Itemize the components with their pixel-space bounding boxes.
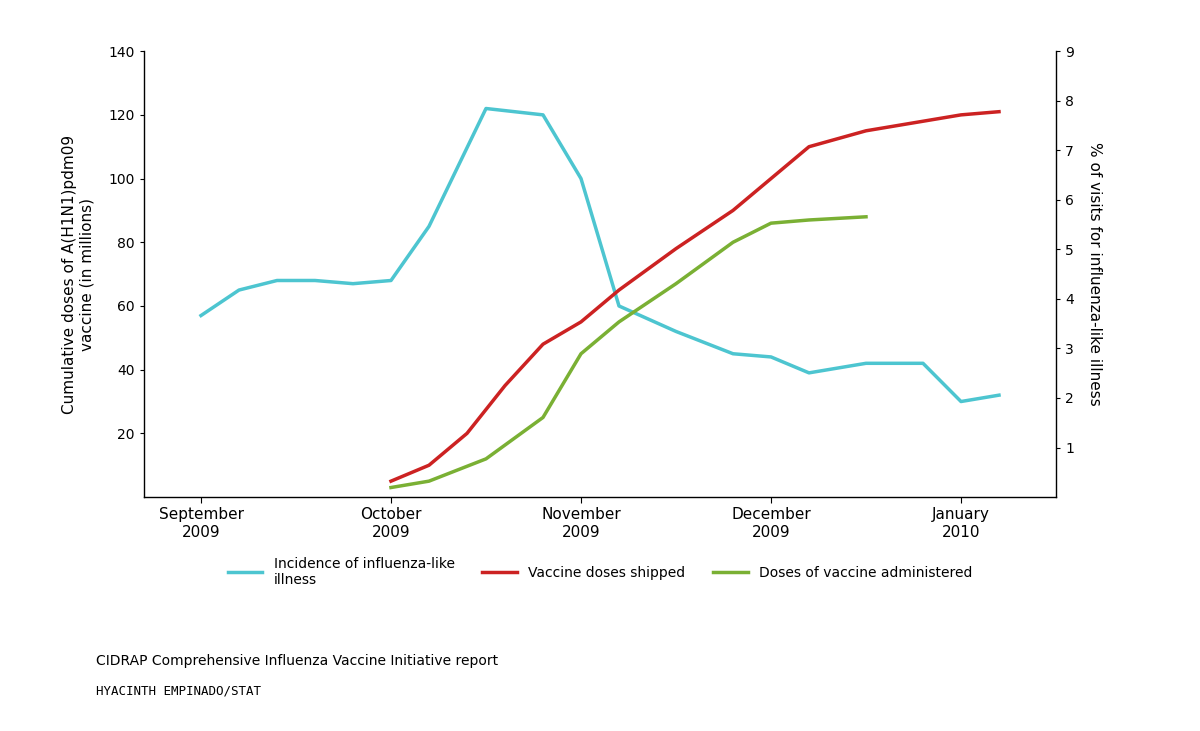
Y-axis label: % of visits for influenza-like illness: % of visits for influenza-like illness <box>1087 143 1102 406</box>
Legend: Incidence of influenza-like
illness, Vaccine doses shipped, Doses of vaccine adm: Incidence of influenza-like illness, Vac… <box>222 551 978 593</box>
Y-axis label: Cumulative doses of A(H1N1)pdm09
vaccine (in millions): Cumulative doses of A(H1N1)pdm09 vaccine… <box>62 135 95 414</box>
Text: CIDRAP Comprehensive Influenza Vaccine Initiative report: CIDRAP Comprehensive Influenza Vaccine I… <box>96 654 498 668</box>
Text: HYACINTH EMPINADO/STAT: HYACINTH EMPINADO/STAT <box>96 684 262 697</box>
